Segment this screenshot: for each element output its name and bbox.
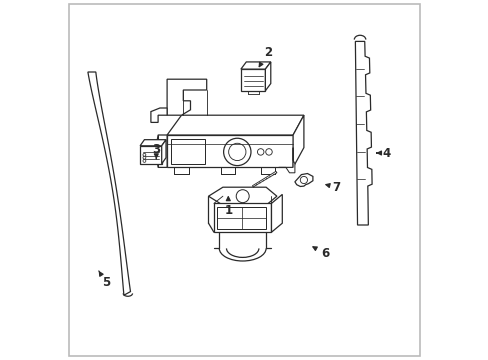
Polygon shape <box>208 187 276 205</box>
Polygon shape <box>265 62 270 91</box>
Text: 2: 2 <box>259 46 271 67</box>
Polygon shape <box>162 140 166 164</box>
Circle shape <box>223 138 250 166</box>
Text: 1: 1 <box>224 197 232 217</box>
Circle shape <box>236 190 249 203</box>
Polygon shape <box>252 171 276 187</box>
Circle shape <box>300 176 307 184</box>
Polygon shape <box>156 135 167 167</box>
Text: 7: 7 <box>325 181 340 194</box>
Polygon shape <box>294 174 312 186</box>
Polygon shape <box>241 62 270 69</box>
Polygon shape <box>355 41 371 225</box>
Text: 5: 5 <box>99 271 110 289</box>
Polygon shape <box>292 115 303 167</box>
Circle shape <box>142 156 145 159</box>
Text: 4: 4 <box>376 147 390 159</box>
Polygon shape <box>241 69 265 91</box>
Polygon shape <box>167 135 292 167</box>
Circle shape <box>265 149 272 155</box>
Text: 3: 3 <box>152 143 160 159</box>
Circle shape <box>142 159 145 162</box>
Circle shape <box>257 149 264 155</box>
Polygon shape <box>213 203 271 232</box>
Polygon shape <box>271 194 282 232</box>
Circle shape <box>228 143 245 161</box>
Polygon shape <box>278 148 294 173</box>
Text: 6: 6 <box>312 247 329 260</box>
Polygon shape <box>140 140 166 146</box>
Polygon shape <box>170 139 204 164</box>
Polygon shape <box>217 207 265 229</box>
Polygon shape <box>167 79 206 115</box>
Polygon shape <box>88 72 130 295</box>
Polygon shape <box>151 108 167 122</box>
Circle shape <box>142 153 145 156</box>
Polygon shape <box>167 115 303 135</box>
Polygon shape <box>140 146 162 164</box>
